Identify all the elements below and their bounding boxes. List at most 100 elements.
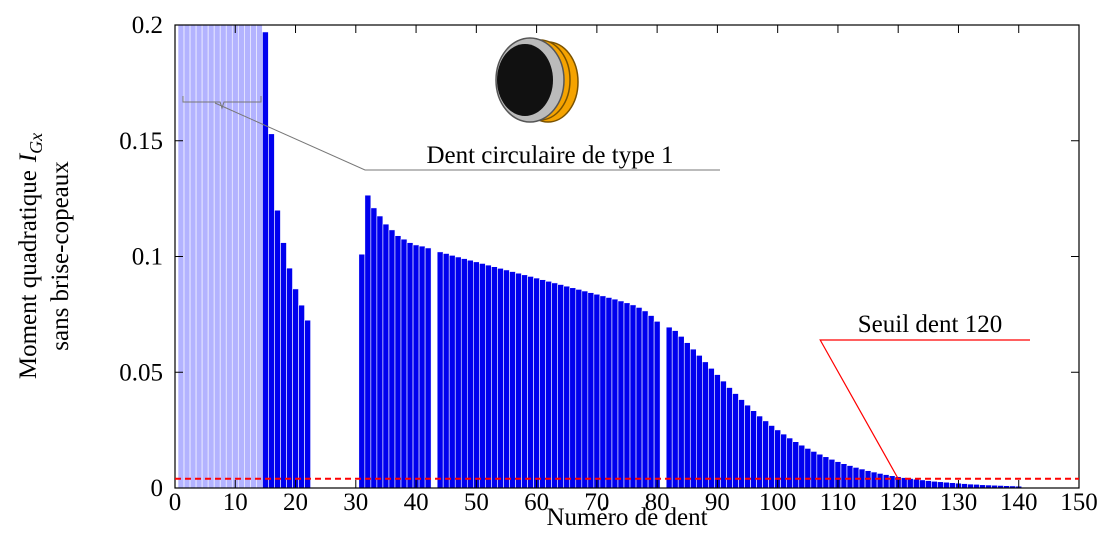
y-axis-label-symbol: I: [15, 152, 42, 163]
bar: [286, 267, 293, 488]
y-tick-label: 0.15: [119, 128, 163, 155]
bar: [454, 256, 462, 488]
bar: [460, 258, 468, 488]
bar: [527, 276, 534, 488]
y-tick-label: 0.2: [132, 12, 163, 39]
x-tick-label: 130: [940, 489, 978, 516]
bar: [611, 298, 619, 488]
bar: [521, 274, 528, 488]
bar: [244, 25, 251, 488]
bar: [780, 433, 788, 488]
bars: [177, 25, 1023, 488]
x-tick-label: 10: [223, 489, 248, 516]
bar: [304, 319, 311, 488]
bar: [539, 279, 546, 488]
bar: [406, 242, 414, 488]
bar: [201, 25, 209, 488]
bar: [237, 25, 245, 488]
bar: [515, 272, 522, 488]
y-axis-label-subscript: Gx: [26, 133, 46, 154]
bar: [358, 253, 366, 488]
bar: [726, 387, 733, 488]
bar: [442, 253, 450, 488]
bar: [798, 444, 806, 488]
bar: [382, 223, 390, 488]
annotation-leader: [214, 102, 720, 171]
bar: [846, 465, 854, 488]
x-tick-label: 60: [524, 489, 549, 516]
bar: [683, 342, 691, 488]
x-tick-label: 150: [1060, 489, 1098, 516]
y-tick-label: 0: [151, 475, 164, 502]
bar: [702, 361, 709, 488]
bar: [262, 31, 269, 488]
bar: [388, 229, 396, 488]
bar: [412, 244, 420, 488]
x-tick-label: 120: [879, 489, 917, 516]
bar: [274, 209, 281, 488]
bar: [545, 280, 552, 488]
bar: [575, 289, 583, 488]
part-icon: [495, 37, 579, 123]
bar: [280, 242, 287, 488]
bar: [822, 456, 830, 488]
bar: [756, 415, 763, 488]
bar: [629, 304, 637, 488]
bar: [593, 293, 601, 488]
bar: [268, 133, 275, 488]
bar: [810, 451, 818, 488]
bar: [852, 467, 860, 488]
bar: [473, 261, 480, 488]
x-tick-label: 20: [283, 489, 308, 516]
bar: [418, 245, 426, 488]
bar: [906, 478, 914, 488]
bar: [195, 25, 203, 488]
bar: [665, 326, 673, 488]
bar: [370, 207, 378, 488]
bar: [689, 348, 697, 488]
threshold-leader: [819, 339, 1030, 480]
bar: [292, 288, 299, 488]
bar: [792, 441, 800, 488]
bar: [816, 453, 824, 488]
bar: [177, 25, 185, 488]
threshold-label: Seuil dent 120: [858, 311, 1002, 338]
bar: [714, 374, 721, 488]
bar: [599, 295, 607, 488]
bar: [738, 399, 745, 488]
bar: [696, 355, 703, 488]
bar: [653, 321, 661, 488]
bar: [225, 25, 233, 488]
bar: [298, 304, 305, 488]
bar: [870, 471, 878, 488]
bar: [918, 479, 926, 488]
bar: [466, 259, 474, 488]
bar: [479, 263, 486, 488]
x-tick-label: 110: [820, 489, 857, 516]
x-tick-label: 70: [584, 489, 609, 516]
bar: [876, 473, 884, 488]
bar: [804, 448, 812, 488]
x-tick-label: 0: [169, 489, 182, 516]
bar: [424, 247, 432, 488]
bar: [750, 410, 757, 488]
bar: [786, 437, 794, 488]
bar: [937, 481, 944, 488]
bar: [925, 480, 932, 488]
bar: [183, 25, 191, 488]
bar: [671, 330, 679, 488]
bar: [647, 315, 655, 488]
bar: [961, 483, 968, 488]
bar: [943, 481, 950, 488]
bar: [641, 310, 649, 488]
bar: [400, 238, 408, 488]
y-axis-label: Moment quadratique IGx: [15, 133, 46, 379]
x-tick-label: 40: [404, 489, 429, 516]
x-tick-label: 140: [1000, 489, 1038, 516]
bar: [623, 302, 631, 488]
bar: [744, 404, 751, 488]
bar: [207, 25, 215, 488]
bar: [394, 235, 402, 488]
x-axis-label: Numéro de dent: [546, 504, 707, 531]
